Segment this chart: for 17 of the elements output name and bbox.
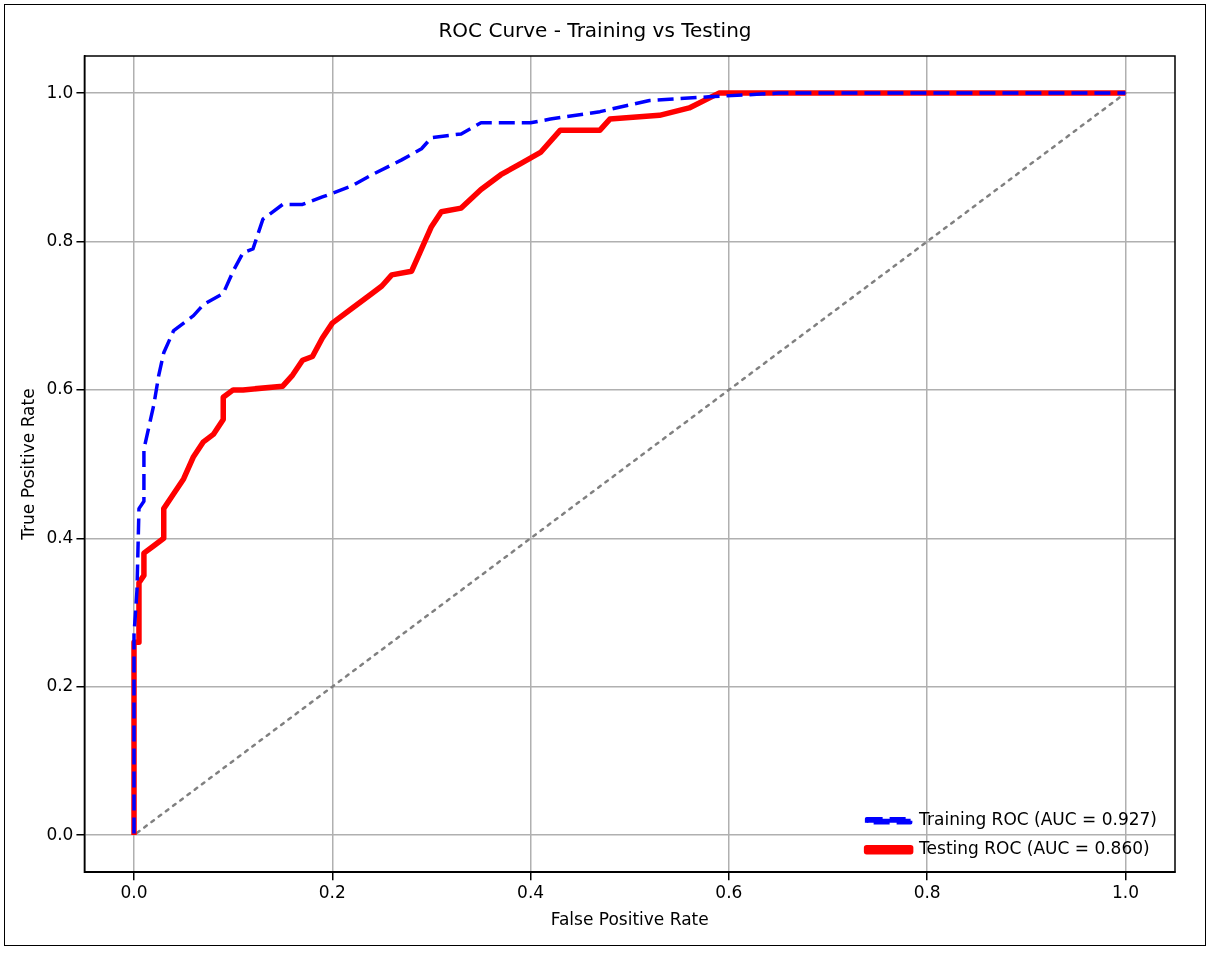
- y-tick-label: 0.4: [46, 526, 74, 547]
- x-axis-title: False Positive Rate: [550, 909, 709, 930]
- x-tick-label: 0.8: [913, 881, 941, 902]
- y-tick-label: 0.2: [46, 675, 74, 696]
- x-tick-label: 0.0: [120, 881, 148, 902]
- x-tick-label: 1.0: [1111, 881, 1139, 902]
- legend-label: Training ROC (AUC = 0.927): [918, 809, 1158, 830]
- y-tick-label: 0.8: [46, 229, 74, 250]
- x-tick-label: 0.2: [318, 881, 346, 902]
- y-tick-label: 0.6: [46, 378, 74, 399]
- x-tick-label: 0.6: [715, 881, 743, 902]
- chart-title: ROC Curve - Training vs Testing: [438, 18, 752, 43]
- y-axis-title: True Positive Rate: [17, 388, 38, 541]
- legend-label: Testing ROC (AUC = 0.860): [918, 838, 1150, 859]
- y-tick-label: 0.0: [46, 823, 74, 844]
- x-tick-label: 0.4: [517, 881, 545, 902]
- y-tick-label: 1.0: [46, 81, 74, 102]
